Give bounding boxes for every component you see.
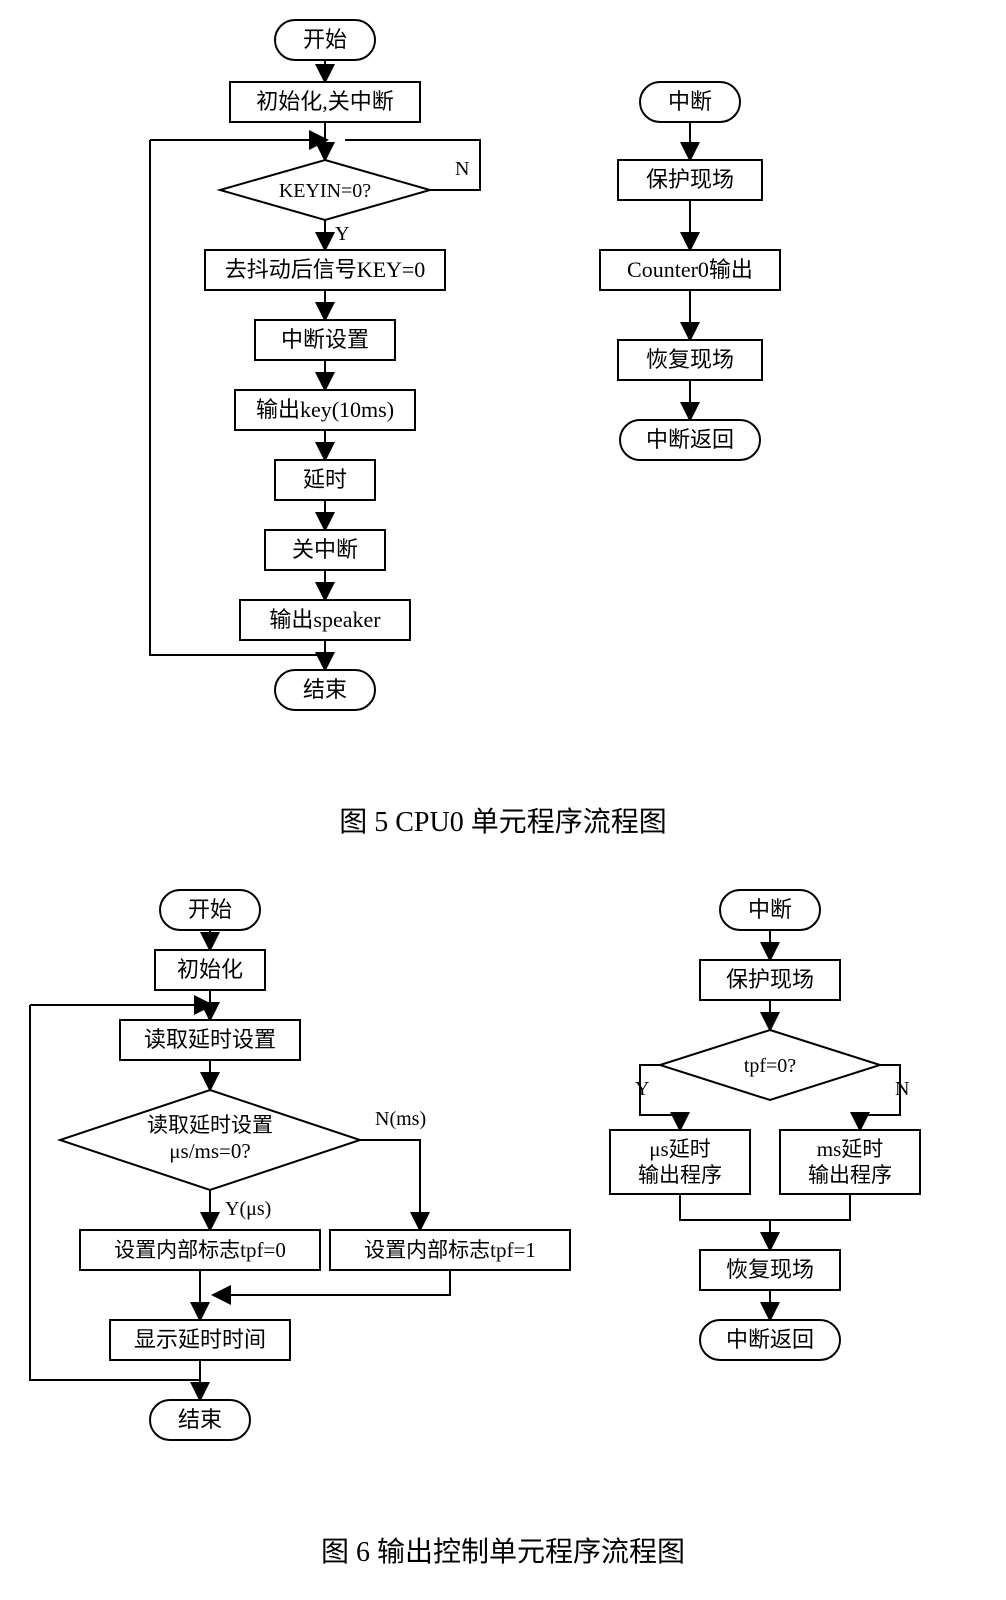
figure6-caption: 图 6 输出控制单元程序流程图 xyxy=(0,1530,1006,1570)
node-int-set: 中断设置 xyxy=(255,320,395,360)
display-label: 显示延时时间 xyxy=(134,1327,266,1352)
isr6-save: 保护现场 xyxy=(726,967,814,992)
int-set-label: 中断设置 xyxy=(281,327,369,352)
node-init: 初始化,关中断 xyxy=(230,82,420,122)
read6-label: 读取延时设置 xyxy=(144,1027,276,1052)
node-isr-save: 保护现场 xyxy=(618,160,762,200)
figure6-svg: 开始 初始化 读取延时设置 读取延时设置 μs/ms=0? Y(μs) N(ms… xyxy=(0,870,1006,1520)
isr-restore-label: 恢复现场 xyxy=(646,347,734,372)
close-int-label: 关中断 xyxy=(292,537,358,562)
node6-tpf1: 设置内部标志tpf=1 xyxy=(330,1230,570,1270)
node6-tpf0: 设置内部标志tpf=0 xyxy=(80,1230,320,1270)
out-spk-label: 输出speaker xyxy=(269,607,381,632)
debounce-label: 去抖动后信号KEY=0 xyxy=(225,257,426,282)
node-isr-restore: 恢复现场 xyxy=(618,340,762,380)
node-end: 结束 xyxy=(275,670,375,710)
isr-save-label: 保护现场 xyxy=(646,167,734,192)
isr6-us-l1: μs延时 xyxy=(649,1137,710,1161)
dec6-no: N(ms) xyxy=(375,1108,426,1130)
node6-isr-decision: tpf=0? xyxy=(660,1030,880,1100)
node-isr-counter: Counter0输出 xyxy=(600,250,780,290)
delay-label: 延时 xyxy=(303,467,347,492)
isr6-us-l2: 输出程序 xyxy=(638,1163,722,1187)
end6-label: 结束 xyxy=(178,1407,222,1432)
figure5-caption: 图 5 CPU0 单元程序流程图 xyxy=(0,800,1006,840)
decision-no-label: N xyxy=(455,158,469,180)
isr6-ms-l2: 输出程序 xyxy=(808,1163,892,1187)
dec6-l1: 读取延时设置 xyxy=(147,1113,273,1137)
decision-label: KEYIN=0? xyxy=(279,180,371,202)
isr6-yes: Y xyxy=(635,1078,649,1100)
node6-isr-ret: 中断返回 xyxy=(700,1320,840,1360)
node6-end: 结束 xyxy=(150,1400,250,1440)
figure5-svg: 开始 初始化,关中断 KEYIN=0? N Y 去抖动后信号KEY=0 中断设置… xyxy=(0,0,1006,790)
node6-isr-start: 中断 xyxy=(720,890,820,930)
node-start: 开始 xyxy=(275,20,375,60)
node6-isr-ms: ms延时 输出程序 xyxy=(780,1130,920,1194)
dec6-yes: Y(μs) xyxy=(225,1198,271,1220)
node-close-int: 关中断 xyxy=(265,530,385,570)
node-isr-start: 中断 xyxy=(640,82,740,122)
node-debounce: 去抖动后信号KEY=0 xyxy=(205,250,445,290)
isr6-restore: 恢复现场 xyxy=(726,1257,814,1282)
node6-read: 读取延时设置 xyxy=(120,1020,300,1060)
isr-start-label: 中断 xyxy=(668,89,712,114)
node6-init: 初始化 xyxy=(155,950,265,990)
isr6-ret: 中断返回 xyxy=(726,1327,814,1352)
isr-ret-label: 中断返回 xyxy=(646,427,734,452)
node-out-key: 输出key(10ms) xyxy=(235,390,415,430)
dec6-l2: μs/ms=0? xyxy=(169,1139,250,1163)
end-label: 结束 xyxy=(303,677,347,702)
node6-decision: 读取延时设置 μs/ms=0? xyxy=(60,1090,360,1190)
node-decision-keyin: KEYIN=0? xyxy=(220,160,430,220)
isr-counter-label: Counter0输出 xyxy=(627,257,753,282)
node6-isr-restore: 恢复现场 xyxy=(700,1250,840,1290)
node6-start: 开始 xyxy=(160,890,260,930)
tpf0-label: 设置内部标志tpf=0 xyxy=(114,1238,286,1262)
isr6-start: 中断 xyxy=(748,897,792,922)
node-out-spk: 输出speaker xyxy=(240,600,410,640)
decision-yes-label: Y xyxy=(335,223,349,245)
init6-label: 初始化 xyxy=(177,957,243,982)
node6-isr-us: μs延时 输出程序 xyxy=(610,1130,750,1194)
isr6-dec: tpf=0? xyxy=(744,1055,796,1077)
out-key-label: 输出key(10ms) xyxy=(256,397,394,422)
node6-isr-save: 保护现场 xyxy=(700,960,840,1000)
start6-label: 开始 xyxy=(188,897,232,922)
isr6-ms-l1: ms延时 xyxy=(817,1137,884,1161)
init-label: 初始化,关中断 xyxy=(256,89,394,114)
node-delay: 延时 xyxy=(275,460,375,500)
node6-display: 显示延时时间 xyxy=(110,1320,290,1360)
start-label: 开始 xyxy=(303,27,347,52)
tpf1-label: 设置内部标志tpf=1 xyxy=(364,1238,536,1262)
isr6-no: N xyxy=(895,1078,909,1100)
node-isr-ret: 中断返回 xyxy=(620,420,760,460)
